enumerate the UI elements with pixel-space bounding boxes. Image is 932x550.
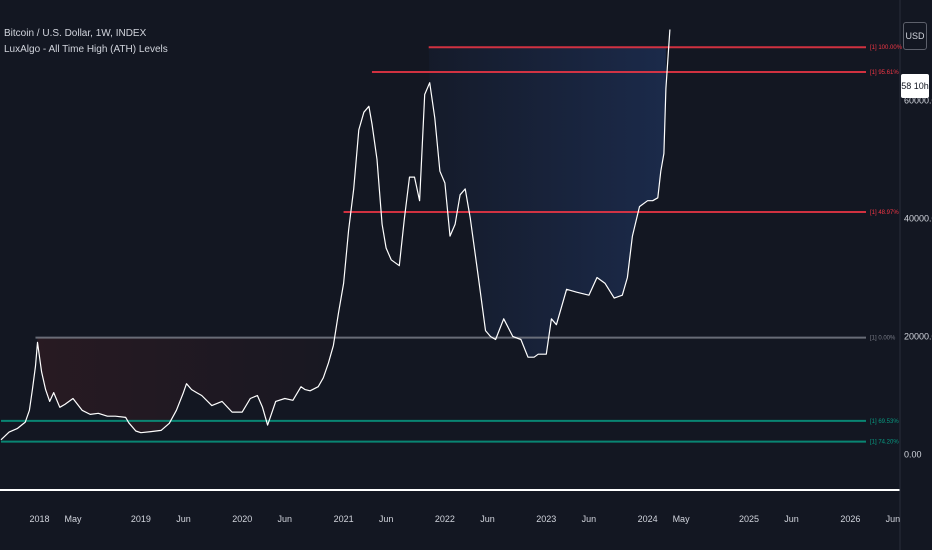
x-tick-label: 2022	[435, 514, 455, 524]
drawdown-fill-2018	[37, 312, 339, 433]
ath-level-label: [1] 74.20%	[870, 440, 899, 446]
ath-level-label: [1] 69.53%	[870, 419, 899, 425]
x-tick-label: Jun	[784, 514, 799, 524]
price-series-line	[0, 29, 671, 441]
x-tick-label: Jun	[278, 514, 293, 524]
ath-level-label: [1] 100.00%	[870, 45, 903, 51]
currency-button[interactable]: USD	[903, 22, 927, 50]
x-tick-label: 2024	[638, 514, 658, 524]
ath-level-label: [1] 0.00%	[870, 336, 896, 342]
x-tick-label: 2018	[30, 514, 50, 524]
symbol-title: Bitcoin / U.S. Dollar, 1W, INDEX	[4, 28, 147, 39]
y-tick-label: 0.00	[904, 450, 922, 460]
ath-level-label: [1] 48.97%	[870, 210, 899, 216]
indicator-title: LuxAlgo - All Time High (ATH) Levels	[4, 44, 168, 55]
y-tick-label: 60000.00	[904, 95, 932, 105]
x-tick-label: 2023	[536, 514, 556, 524]
x-tick-label: 2020	[232, 514, 252, 524]
x-tick-label: Jun	[176, 514, 191, 524]
x-tick-label: 2021	[334, 514, 354, 524]
x-tick-label: May	[64, 514, 82, 524]
x-tick-label: 2019	[131, 514, 151, 524]
y-tick-label: 20000.00	[904, 332, 932, 342]
x-tick-label: 2025	[739, 514, 759, 524]
x-tick-label: Jun	[480, 514, 495, 524]
drawdown-fill-2022	[428, 47, 666, 358]
last-price-label: 58 10h	[901, 74, 929, 98]
x-tick-label: Jun	[379, 514, 394, 524]
ath-level-label: [1] 95.61%	[870, 70, 899, 76]
x-tick-label: 2026	[840, 514, 860, 524]
x-tick-label: Jun	[886, 514, 901, 524]
x-tick-label: May	[673, 514, 691, 524]
x-tick-label: Jun	[582, 514, 597, 524]
y-tick-label: 40000.00	[904, 213, 932, 223]
